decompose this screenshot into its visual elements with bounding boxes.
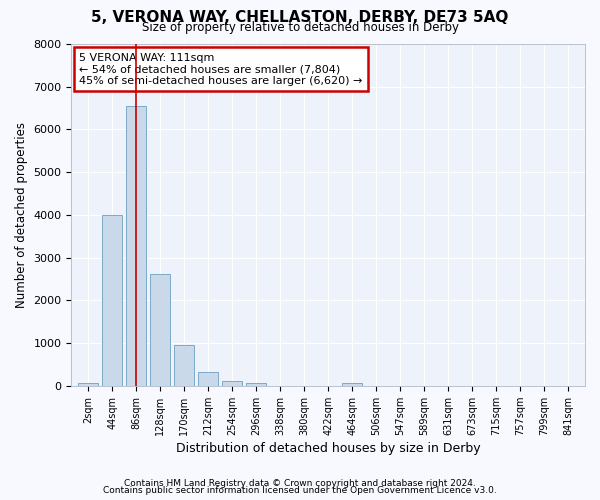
Text: 5, VERONA WAY, CHELLASTON, DERBY, DE73 5AQ: 5, VERONA WAY, CHELLASTON, DERBY, DE73 5… bbox=[91, 10, 509, 25]
Text: 5 VERONA WAY: 111sqm
← 54% of detached houses are smaller (7,804)
45% of semi-de: 5 VERONA WAY: 111sqm ← 54% of detached h… bbox=[79, 52, 362, 86]
Text: Contains HM Land Registry data © Crown copyright and database right 2024.: Contains HM Land Registry data © Crown c… bbox=[124, 478, 476, 488]
Bar bbox=[102, 215, 122, 386]
Text: Contains public sector information licensed under the Open Government Licence v3: Contains public sector information licen… bbox=[103, 486, 497, 495]
Bar bbox=[174, 345, 194, 386]
Bar bbox=[78, 383, 98, 386]
X-axis label: Distribution of detached houses by size in Derby: Distribution of detached houses by size … bbox=[176, 442, 481, 455]
Text: Size of property relative to detached houses in Derby: Size of property relative to detached ho… bbox=[142, 22, 458, 35]
Bar bbox=[150, 274, 170, 386]
Bar bbox=[246, 383, 266, 386]
Bar bbox=[342, 383, 362, 386]
Bar bbox=[198, 372, 218, 386]
Bar bbox=[222, 382, 242, 386]
Y-axis label: Number of detached properties: Number of detached properties bbox=[15, 122, 28, 308]
Bar bbox=[126, 106, 146, 386]
